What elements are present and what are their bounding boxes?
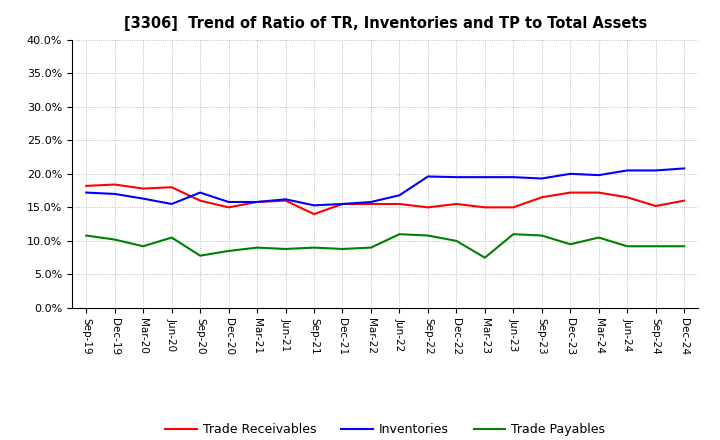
Trade Payables bbox=[480, 255, 489, 260]
Trade Receivables bbox=[196, 198, 204, 203]
Trade Receivables bbox=[680, 198, 688, 203]
Inventories bbox=[537, 176, 546, 181]
Inventories bbox=[480, 175, 489, 180]
Trade Payables bbox=[196, 253, 204, 258]
Trade Receivables bbox=[480, 205, 489, 210]
Trade Receivables bbox=[82, 183, 91, 188]
Inventories bbox=[196, 190, 204, 195]
Line: Trade Payables: Trade Payables bbox=[86, 234, 684, 258]
Inventories bbox=[110, 191, 119, 197]
Inventories bbox=[139, 196, 148, 201]
Inventories bbox=[225, 199, 233, 205]
Trade Receivables bbox=[452, 202, 461, 207]
Trade Receivables bbox=[395, 202, 404, 207]
Inventories bbox=[366, 199, 375, 205]
Trade Receivables bbox=[225, 205, 233, 210]
Trade Receivables bbox=[139, 186, 148, 191]
Inventories bbox=[310, 203, 318, 208]
Trade Payables bbox=[395, 231, 404, 237]
Trade Payables bbox=[652, 244, 660, 249]
Inventories bbox=[423, 174, 432, 179]
Trade Receivables bbox=[282, 198, 290, 203]
Trade Receivables bbox=[566, 190, 575, 195]
Trade Payables bbox=[225, 248, 233, 253]
Inventories bbox=[282, 197, 290, 202]
Trade Receivables bbox=[310, 211, 318, 216]
Line: Trade Receivables: Trade Receivables bbox=[86, 184, 684, 214]
Trade Payables bbox=[338, 246, 347, 252]
Trade Payables bbox=[680, 244, 688, 249]
Trade Receivables bbox=[509, 205, 518, 210]
Trade Payables bbox=[623, 244, 631, 249]
Trade Payables bbox=[82, 233, 91, 238]
Inventories bbox=[395, 193, 404, 198]
Inventories bbox=[253, 199, 261, 205]
Trade Payables bbox=[509, 231, 518, 237]
Inventories bbox=[452, 175, 461, 180]
Trade Payables bbox=[310, 245, 318, 250]
Trade Payables bbox=[167, 235, 176, 240]
Trade Receivables bbox=[623, 194, 631, 200]
Trade Receivables bbox=[366, 202, 375, 207]
Trade Payables bbox=[366, 245, 375, 250]
Trade Receivables bbox=[652, 203, 660, 209]
Trade Payables bbox=[452, 238, 461, 244]
Legend: Trade Receivables, Inventories, Trade Payables: Trade Receivables, Inventories, Trade Pa… bbox=[161, 418, 610, 440]
Inventories bbox=[680, 166, 688, 171]
Trade Payables bbox=[537, 233, 546, 238]
Trade Receivables bbox=[595, 190, 603, 195]
Inventories bbox=[509, 175, 518, 180]
Trade Payables bbox=[566, 242, 575, 247]
Trade Receivables bbox=[167, 185, 176, 190]
Inventories bbox=[623, 168, 631, 173]
Inventories bbox=[82, 190, 91, 195]
Trade Receivables bbox=[110, 182, 119, 187]
Trade Payables bbox=[282, 246, 290, 252]
Inventories bbox=[338, 202, 347, 207]
Title: [3306]  Trend of Ratio of TR, Inventories and TP to Total Assets: [3306] Trend of Ratio of TR, Inventories… bbox=[124, 16, 647, 32]
Trade Payables bbox=[423, 233, 432, 238]
Inventories bbox=[566, 171, 575, 176]
Trade Payables bbox=[595, 235, 603, 240]
Trade Payables bbox=[253, 245, 261, 250]
Trade Receivables bbox=[338, 202, 347, 207]
Trade Receivables bbox=[537, 194, 546, 200]
Line: Inventories: Inventories bbox=[86, 169, 684, 205]
Trade Payables bbox=[139, 244, 148, 249]
Trade Receivables bbox=[253, 199, 261, 205]
Trade Payables bbox=[110, 237, 119, 242]
Inventories bbox=[652, 168, 660, 173]
Trade Receivables bbox=[423, 205, 432, 210]
Inventories bbox=[595, 172, 603, 178]
Inventories bbox=[167, 202, 176, 207]
